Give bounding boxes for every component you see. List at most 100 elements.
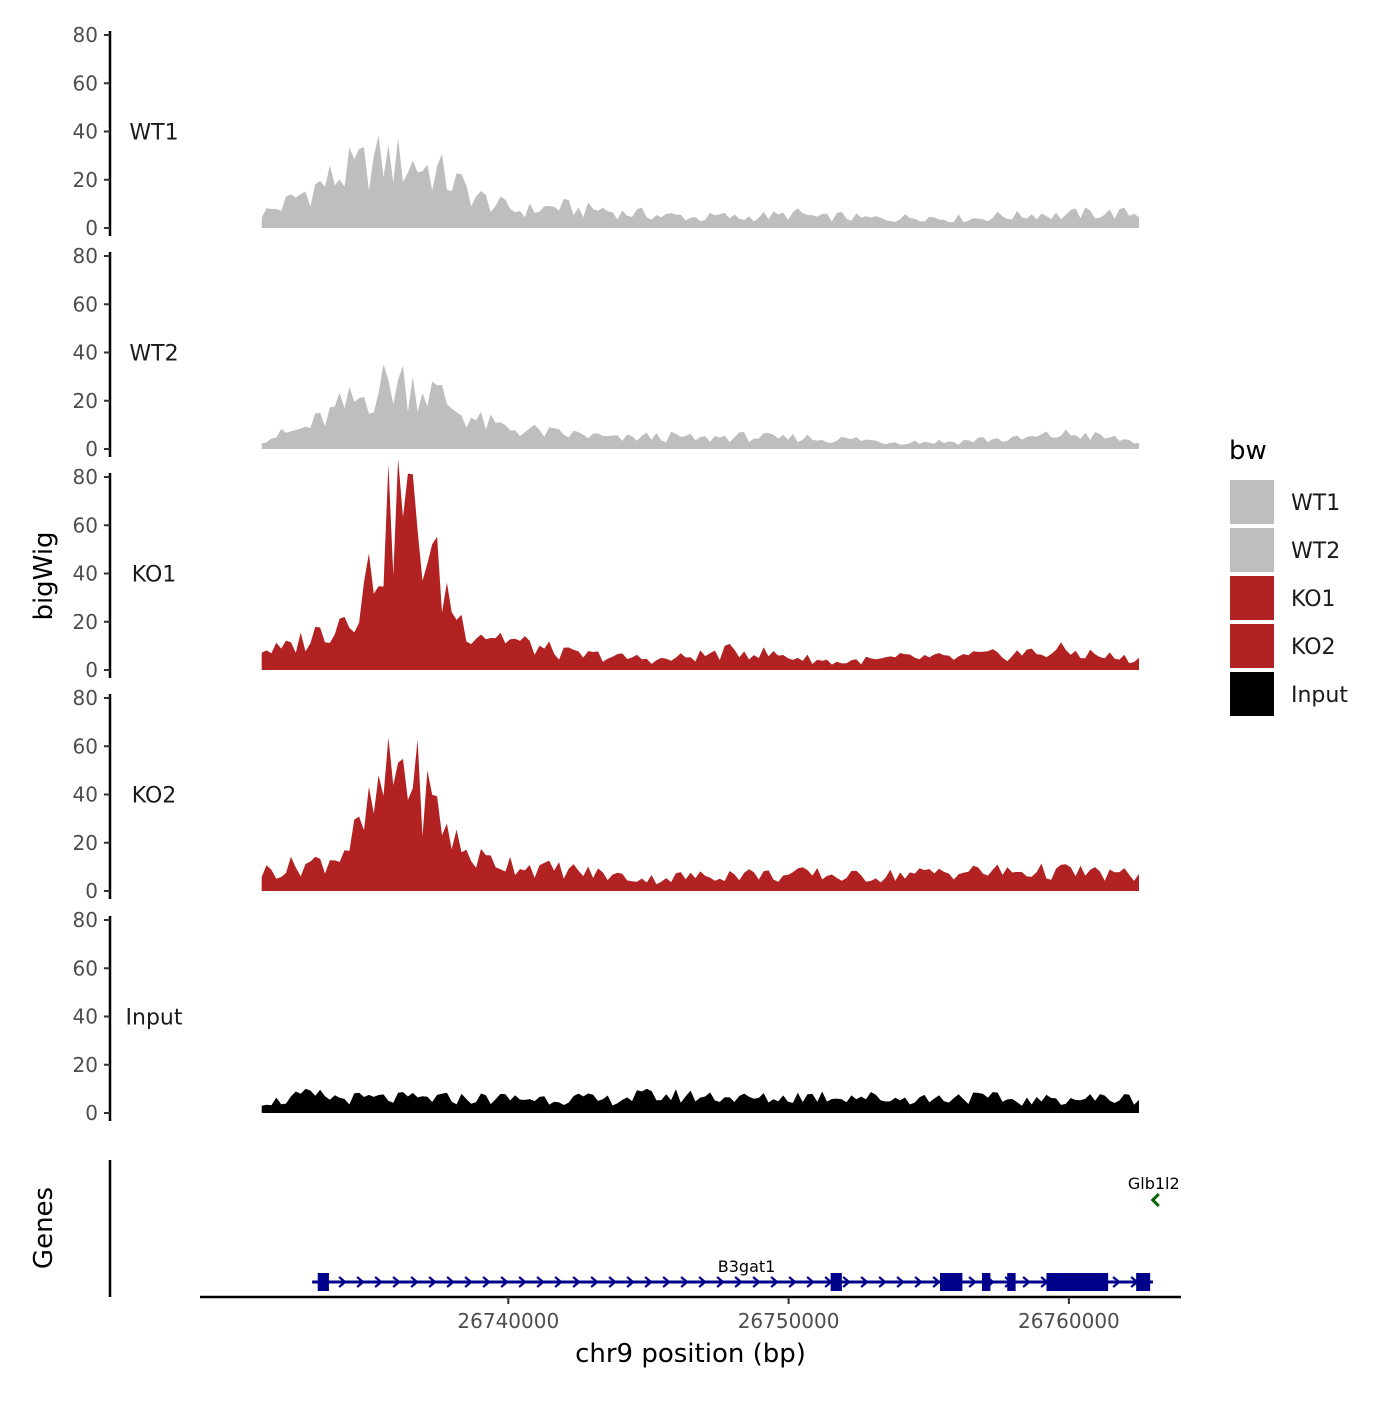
y-tick-label-ko2-80: 80: [73, 686, 98, 710]
x-axis: 26740000 26750000 26760000 chr9 position (b…: [200, 1295, 1181, 1369]
coverage-area-ko2: [261, 737, 1139, 891]
gene-arrow-glb1l2: [1150, 1192, 1160, 1208]
y-tick-label-wt1-20: 20: [73, 168, 98, 192]
track-label-input: Input: [126, 1006, 183, 1031]
legend-swatch-wt1: [1230, 480, 1274, 524]
strand-arrow: [518, 1276, 527, 1288]
y-tick-label-input-40: 40: [73, 1005, 98, 1029]
strand-arrow: [392, 1276, 401, 1288]
strand-arrow: [896, 1276, 905, 1288]
genes-axis-title: Genes: [29, 1187, 59, 1269]
legend-label-ko2: KO2: [1291, 635, 1336, 660]
legend-label-input: Input: [1291, 683, 1348, 708]
strand-arrow: [572, 1276, 581, 1288]
y-tick-label-wt2-60: 60: [73, 292, 98, 316]
exon-b3gat1-5: [1007, 1273, 1016, 1291]
strand-arrow: [464, 1276, 473, 1288]
legend-swatch-input: [1230, 672, 1274, 716]
gene-label-b3gat1: B3gat1: [718, 1257, 776, 1276]
strand-arrow: [500, 1276, 509, 1288]
strand-arrow: [644, 1276, 653, 1288]
y-axis-title: bigWig: [29, 531, 59, 620]
y-tick-label-ko1-20: 20: [73, 610, 98, 634]
track-label-ko2: KO2: [132, 784, 177, 809]
genes-layer: Genes B3gat1 Glb1l2: [29, 1160, 1180, 1297]
strand-arrow: [806, 1276, 815, 1288]
strand-arrow: [680, 1276, 689, 1288]
x-tick-label-26740000: 26740000: [457, 1309, 559, 1333]
tracks-layer: 0 20 40 60 80 WT1 0 20 40 60 80 WT2 0 20 40 60 80 KO1 0 20 4…: [29, 23, 1139, 1125]
legend-swatch-ko1: [1230, 576, 1274, 620]
strand-arrow: [536, 1276, 545, 1288]
exon-b3gat1-3: [939, 1273, 963, 1291]
legend-swatch-wt2: [1230, 528, 1274, 572]
strand-arrow: [932, 1276, 941, 1288]
x-tick-label-26750000: 26750000: [738, 1309, 840, 1333]
strand-arrow: [662, 1276, 671, 1288]
track-label-ko1: KO1: [132, 563, 177, 588]
y-tick-label-ko1-40: 40: [73, 562, 98, 586]
strand-arrow: [590, 1276, 599, 1288]
strand-arrow: [860, 1276, 869, 1288]
y-tick-label-ko2-20: 20: [73, 831, 98, 855]
strand-arrow: [356, 1276, 365, 1288]
strand-arrow: [338, 1276, 347, 1288]
legend: bw WT1 WT2 KO1 KO2 Input: [1229, 436, 1348, 716]
strand-arrow: [446, 1276, 455, 1288]
strand-arrow: [1022, 1276, 1031, 1288]
strand-arrow: [374, 1276, 383, 1288]
strand-arrow: [482, 1276, 491, 1288]
strand-arrow: [968, 1276, 977, 1288]
coverage-area-input: [261, 1088, 1139, 1113]
strand-arrow: [626, 1276, 635, 1288]
legend-label-wt1: WT1: [1291, 491, 1340, 516]
strand-arrow: [842, 1276, 851, 1288]
exon-b3gat1-2: [830, 1273, 842, 1291]
y-tick-label-ko1-0: 0: [85, 658, 98, 682]
exon-b3gat1-1: [317, 1273, 329, 1291]
exon-b3gat1-6: [1046, 1273, 1109, 1291]
y-tick-label-ko1-60: 60: [73, 513, 98, 537]
y-tick-label-wt1-40: 40: [73, 120, 98, 144]
strand-arrow: [554, 1276, 563, 1288]
strand-arrow: [914, 1276, 923, 1288]
y-tick-label-ko2-60: 60: [73, 734, 98, 758]
strand-arrow: [878, 1276, 887, 1288]
y-tick-label-wt2-40: 40: [73, 341, 98, 365]
gene-label-glb1l2: Glb1l2: [1128, 1174, 1180, 1193]
strand-arrow: [770, 1276, 779, 1288]
y-tick-label-wt2-80: 80: [73, 244, 98, 268]
y-tick-label-input-20: 20: [73, 1053, 98, 1077]
coverage-area-wt1: [261, 135, 1139, 228]
strand-arrow: [698, 1276, 707, 1288]
coverage-area-ko1: [261, 458, 1139, 670]
y-tick-label-wt1-80: 80: [73, 23, 98, 47]
legend-title: bw: [1229, 436, 1267, 466]
track-label-wt2: WT2: [129, 342, 178, 367]
y-tick-label-wt2-0: 0: [85, 437, 98, 461]
y-tick-label-ko2-0: 0: [85, 879, 98, 903]
y-tick-label-wt1-0: 0: [85, 216, 98, 240]
y-tick-label-input-60: 60: [73, 956, 98, 980]
strand-arrow: [428, 1276, 437, 1288]
strand-arrow: [734, 1276, 743, 1288]
strand-arrow: [410, 1276, 419, 1288]
strand-arrow: [788, 1276, 797, 1288]
legend-label-ko1: KO1: [1291, 587, 1336, 612]
exon-b3gat1-4: [981, 1273, 991, 1291]
x-tick-label-26760000: 26760000: [1018, 1309, 1120, 1333]
y-tick-label-wt1-60: 60: [73, 71, 98, 95]
coverage-area-wt2: [261, 364, 1139, 449]
y-tick-label-input-80: 80: [73, 908, 98, 932]
legend-swatch-ko2: [1230, 624, 1274, 668]
exon-b3gat1-7: [1136, 1273, 1151, 1291]
x-axis-title: chr9 position (bp): [575, 1339, 806, 1369]
y-tick-label-wt2-20: 20: [73, 389, 98, 413]
strand-arrow: [1112, 1276, 1121, 1288]
y-tick-label-ko2-40: 40: [73, 783, 98, 807]
track-label-wt1: WT1: [129, 121, 178, 146]
y-tick-label-ko1-80: 80: [73, 465, 98, 489]
strand-arrow: [752, 1276, 761, 1288]
